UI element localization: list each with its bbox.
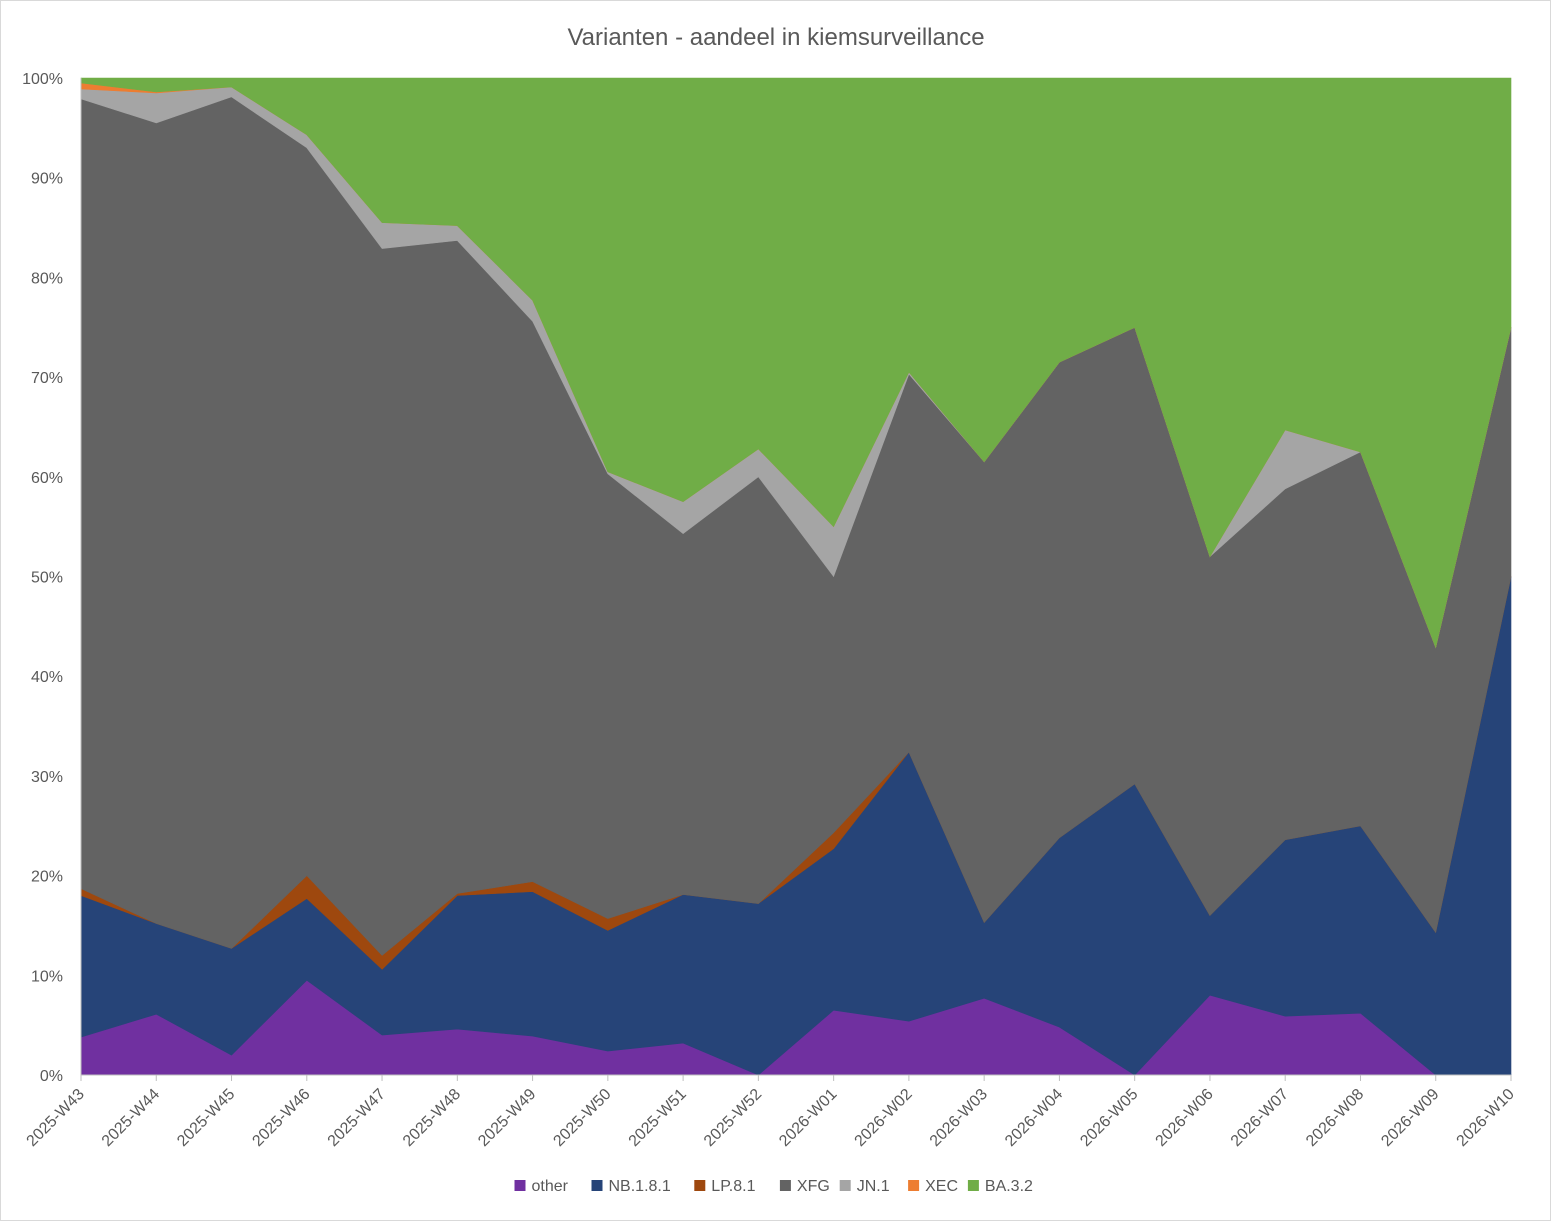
x-tick-label: 2026-W02 [851, 1086, 915, 1150]
y-tick-label: 30% [31, 769, 63, 786]
legend: other NB.1.8.1 LP.8.1 XFG JN.1 XEC BA.3.2 [514, 1178, 1033, 1195]
y-tick-label: 10% [31, 968, 63, 985]
legend-swatch [514, 1180, 526, 1191]
x-axis-tick-labels: 2025-W43 2025-W44 2025-W45 2025-W46 2025-W47… [24, 1086, 1518, 1150]
x-tick-label: 2026-W05 [1077, 1086, 1141, 1150]
legend-item-lp-8-1: LP.8.1 [694, 1178, 756, 1195]
y-tick-label: 50% [31, 570, 63, 587]
x-tick-label: 2025-W49 [475, 1086, 539, 1150]
x-tick-label: 2025-W47 [325, 1086, 389, 1150]
x-tick-label: 2026-W10 [1454, 1086, 1518, 1150]
x-tick-label: 2025-W50 [550, 1086, 614, 1150]
legend-swatch [967, 1180, 979, 1191]
legend-label: other [532, 1178, 569, 1195]
legend-item-ba-3-2: BA.3.2 [967, 1178, 1033, 1195]
x-tick-label: 2026-W04 [1002, 1086, 1066, 1150]
y-tick-label: 0% [40, 1068, 63, 1085]
y-tick-label: 20% [31, 869, 63, 886]
x-tick-label: 2025-W52 [701, 1086, 765, 1150]
legend-swatch [908, 1180, 920, 1191]
y-tick-label: 100% [22, 71, 63, 88]
y-tick-label: 70% [31, 370, 63, 387]
legend-label: NB.1.8.1 [609, 1178, 671, 1195]
y-tick-label: 80% [31, 270, 63, 287]
x-tick-label: 2025-W48 [400, 1086, 464, 1150]
legend-item-jn-1: JN.1 [839, 1178, 890, 1195]
legend-label: XEC [925, 1178, 958, 1195]
x-tick-label: 2026-W01 [776, 1086, 840, 1150]
chart-title: Varianten - aandeel in kiemsurveillance [567, 24, 984, 51]
x-tick-label: 2026-W08 [1303, 1086, 1367, 1150]
area-series-group [80, 77, 1512, 1076]
x-tick-label: 2026-W03 [927, 1086, 991, 1150]
area-series-ba-3-2 [80, 77, 1512, 649]
legend-label: BA.3.2 [985, 1178, 1033, 1195]
legend-item-other: other [514, 1178, 569, 1195]
x-tick-label: 2026-W06 [1153, 1086, 1217, 1150]
legend-swatch [694, 1180, 706, 1191]
legend-item-nb-1-8-1: NB.1.8.1 [591, 1178, 671, 1195]
legend-item-xfg: XFG [779, 1178, 830, 1195]
axes-group [80, 78, 1512, 1081]
y-tick-label: 90% [31, 171, 63, 188]
y-tick-label: 60% [31, 470, 63, 487]
legend-swatch [839, 1180, 851, 1191]
y-axis-tick-labels: 0% 10% 20% 30% 40% 50% 60% 70% 80% 90% 100% [22, 71, 63, 1085]
x-tick-label: 2026-W09 [1378, 1086, 1442, 1150]
x-tick-label: 2025-W51 [626, 1086, 690, 1150]
x-tick-label: 2025-W44 [99, 1086, 163, 1150]
legend-item-xec: XEC [908, 1178, 958, 1195]
legend-swatch [591, 1180, 603, 1191]
x-tick-label: 2025-W45 [174, 1086, 238, 1150]
x-tick-label: 2025-W46 [249, 1086, 313, 1150]
legend-label: XFG [797, 1178, 830, 1195]
legend-swatch [779, 1180, 791, 1191]
y-tick-label: 40% [31, 669, 63, 686]
x-tick-label: 2025-W43 [24, 1086, 88, 1150]
x-tick-label: 2026-W07 [1228, 1086, 1292, 1150]
legend-label: LP.8.1 [711, 1178, 755, 1195]
legend-label: JN.1 [857, 1178, 890, 1195]
